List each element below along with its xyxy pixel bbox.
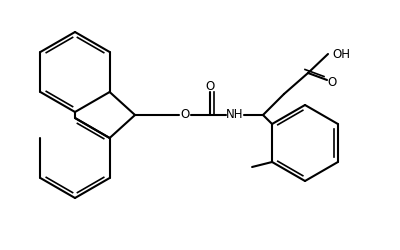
Text: O: O <box>205 80 215 94</box>
Text: NH: NH <box>226 108 244 122</box>
Text: O: O <box>327 76 337 90</box>
Text: O: O <box>180 108 190 122</box>
Text: OH: OH <box>332 48 350 60</box>
